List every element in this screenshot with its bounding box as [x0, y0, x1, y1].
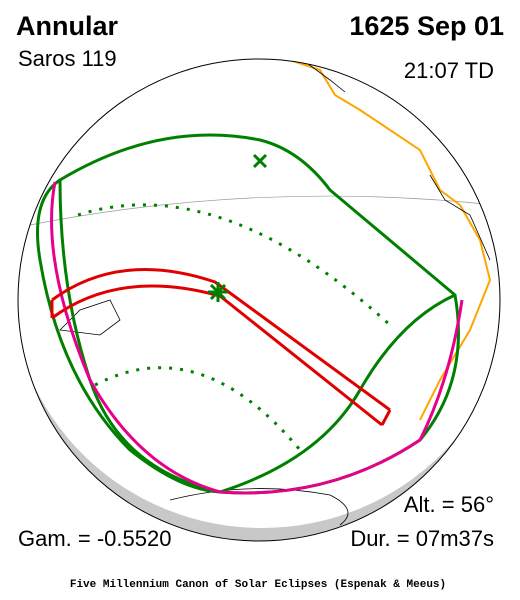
saros: Saros 119 [18, 46, 117, 71]
duration: Dur. = 07m37s [350, 526, 494, 551]
altitude: Alt. = 56° [404, 492, 494, 517]
eclipse-type: Annular [16, 11, 118, 41]
eclipse-paths [36, 133, 464, 495]
time: 21:07 TD [404, 58, 494, 83]
gamma: Gam. = -0.5520 [18, 526, 171, 551]
date: 1625 Sep 01 [349, 11, 504, 41]
footer: Five Millennium Canon of Solar Eclipses … [70, 579, 446, 591]
globe [17, 58, 501, 542]
